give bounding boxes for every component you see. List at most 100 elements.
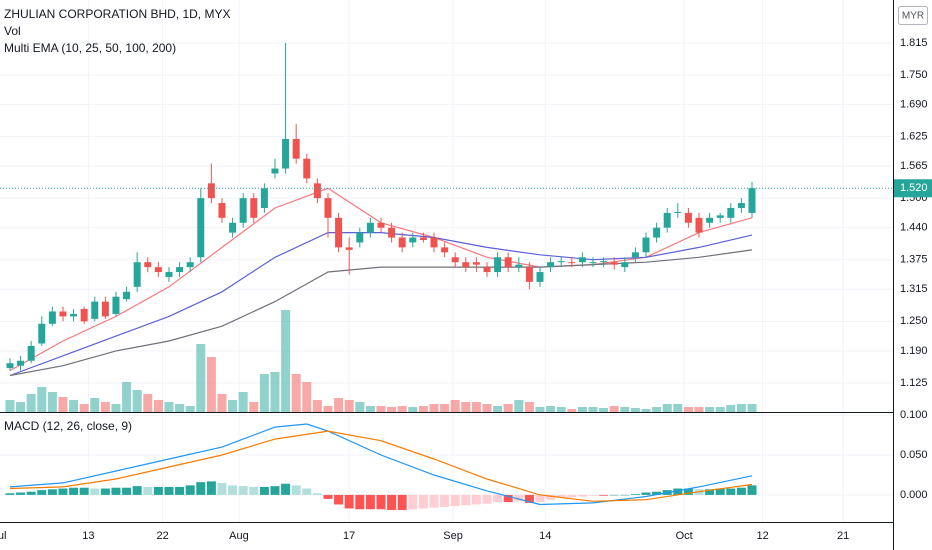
histogram-bar — [249, 486, 259, 495]
candle-body — [441, 247, 449, 253]
candle-body — [176, 267, 184, 273]
histogram-bar — [291, 485, 301, 495]
volume-bar — [270, 372, 280, 412]
candle-body — [642, 237, 650, 253]
histogram-bar — [259, 486, 269, 495]
x-tick-label: 21 — [837, 530, 849, 542]
histogram-bar — [440, 494, 450, 507]
candle-body — [600, 261, 608, 263]
x-tick-label: Jul — [0, 530, 6, 542]
volume-bar — [397, 406, 407, 412]
candle-body — [727, 207, 735, 218]
volume-bar — [514, 400, 524, 412]
histogram-bar — [281, 483, 291, 495]
candle-body — [525, 267, 533, 282]
histogram-bar — [673, 488, 683, 495]
volume-bar — [217, 394, 227, 412]
volume-bar — [79, 404, 89, 412]
candle-body — [578, 257, 586, 263]
currency: MYR — [902, 11, 924, 22]
histogram-bar — [461, 494, 471, 506]
volume-bar — [16, 402, 26, 412]
x-tick-label: Sep — [443, 530, 463, 542]
histogram-bar — [365, 494, 375, 510]
candle-body — [631, 252, 639, 258]
x-tick-label: Aug — [229, 530, 249, 542]
candle-body — [59, 311, 67, 317]
candle-body — [653, 227, 661, 238]
y-tick-label: 1.565 — [900, 160, 928, 172]
histogram-bar — [503, 494, 513, 503]
volume-bar — [334, 398, 344, 412]
histogram-bar — [609, 494, 619, 496]
volume-bar — [185, 406, 195, 412]
volume-bar — [524, 402, 534, 412]
histogram-bar — [206, 481, 216, 495]
volume-bar — [599, 408, 609, 412]
volume-bar — [37, 387, 47, 412]
volume-bar — [450, 400, 460, 412]
histogram-bar — [556, 494, 566, 499]
histogram-bar — [493, 494, 503, 503]
volume-bar — [726, 405, 736, 412]
histogram-bar — [397, 494, 407, 511]
histogram-bar — [47, 489, 57, 495]
indicator-label: Vol — [4, 24, 21, 38]
chart-title: ZHULIAN CORPORATION BHD, 1D, MYX — [4, 7, 230, 21]
volume-bar — [365, 406, 375, 412]
volume-bar — [620, 407, 630, 412]
candle-body — [70, 313, 78, 317]
volume-bar — [26, 394, 36, 412]
candle-body — [706, 217, 714, 223]
volume-bar — [471, 402, 481, 412]
volume-bar — [493, 406, 503, 412]
volume-bar — [259, 374, 269, 412]
candle-body — [716, 215, 724, 218]
volume-bar — [153, 400, 163, 412]
candle-body — [557, 261, 565, 263]
volume-bar — [376, 406, 386, 412]
volume-bar — [291, 374, 301, 412]
volume-bar — [122, 382, 132, 412]
histogram-bar — [450, 494, 460, 507]
candle-body — [737, 203, 745, 208]
y-tick-label: 1.375 — [900, 254, 928, 266]
y-tick-label: 1.250 — [900, 315, 928, 327]
histogram-bar — [312, 493, 322, 495]
candle-body — [313, 183, 321, 199]
histogram-bar — [620, 494, 630, 496]
candle-body — [451, 257, 459, 263]
candle-body — [547, 262, 555, 268]
candle-body — [197, 198, 205, 258]
candle-body — [38, 323, 46, 344]
last-price-box — [894, 179, 932, 198]
volume-bar — [196, 344, 206, 412]
candle-body — [133, 262, 141, 287]
candle-body — [419, 237, 427, 241]
histogram-bar — [37, 490, 47, 495]
histogram-bar — [482, 494, 492, 504]
candle-body — [27, 345, 35, 361]
volume-bar — [609, 406, 619, 412]
candle-body — [17, 360, 25, 366]
volume-bar — [694, 407, 704, 412]
candle-body — [674, 211, 682, 213]
histogram-bar — [5, 493, 15, 495]
candle-body — [144, 262, 152, 268]
candle-body — [112, 296, 120, 314]
histogram-bar — [164, 486, 174, 495]
indicator-label: Multi EMA (10, 25, 50, 100, 200) — [4, 41, 176, 55]
histogram-bar — [217, 482, 227, 495]
histogram-bar — [705, 489, 715, 495]
candle-body — [748, 188, 756, 213]
x-tick-label: 17 — [343, 530, 355, 542]
histogram-bar — [270, 486, 280, 495]
candle-body — [430, 237, 438, 248]
grid — [0, 0, 893, 522]
histogram-bar — [630, 494, 640, 495]
volume-bar — [577, 407, 587, 412]
candle-body — [218, 203, 226, 218]
volume-bar — [662, 404, 672, 412]
candle-body — [271, 168, 279, 174]
histogram-bar — [471, 494, 481, 505]
